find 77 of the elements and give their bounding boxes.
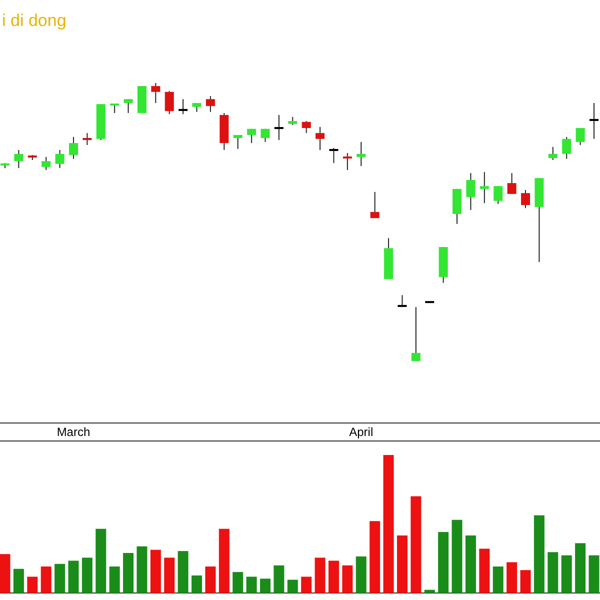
candlestick <box>164 90 174 115</box>
bar <box>136 546 148 593</box>
bar <box>205 566 216 593</box>
bar <box>314 558 326 593</box>
bar <box>218 528 230 593</box>
bar <box>178 551 188 593</box>
bar <box>438 532 449 593</box>
bar <box>548 552 558 593</box>
candlestick <box>576 128 585 146</box>
bar <box>232 572 244 593</box>
candlestick <box>302 120 311 134</box>
bar <box>301 576 312 593</box>
candlestick <box>548 146 558 161</box>
candlestick <box>82 132 92 146</box>
candlestick <box>151 82 160 104</box>
bar <box>588 555 600 593</box>
bar <box>27 576 38 593</box>
candlestick <box>342 152 352 171</box>
candlestick <box>494 186 503 204</box>
bar <box>328 560 339 593</box>
bar <box>287 580 298 593</box>
bar <box>0 554 10 593</box>
candlestick <box>411 306 420 362</box>
bar <box>109 566 120 593</box>
candlestick <box>233 134 242 150</box>
bar <box>534 515 544 593</box>
candlestick <box>466 172 476 211</box>
bar <box>54 564 66 593</box>
bar <box>465 535 476 593</box>
bar <box>246 576 257 593</box>
candlestick <box>124 98 133 114</box>
candlestick <box>68 136 78 160</box>
candlestick <box>178 98 188 115</box>
bar <box>68 560 79 593</box>
candlestick <box>590 102 598 140</box>
bar <box>274 565 284 593</box>
bar <box>506 562 518 593</box>
bar <box>561 555 572 593</box>
candlestick <box>42 156 51 171</box>
bar <box>492 566 504 593</box>
candlestick <box>14 150 24 169</box>
bar <box>192 575 202 593</box>
candlestick <box>247 128 256 144</box>
bar <box>383 455 394 593</box>
bar <box>410 496 422 593</box>
bar <box>82 558 92 593</box>
candlestick <box>480 171 489 204</box>
bar <box>164 558 175 593</box>
bar <box>260 578 271 593</box>
bar <box>452 520 462 593</box>
candlestick <box>260 128 270 142</box>
candlestick <box>274 114 284 140</box>
bar <box>424 590 435 593</box>
bar <box>150 550 161 593</box>
x-tick-label: March <box>56 425 90 439</box>
candlestick <box>316 126 325 150</box>
bar <box>356 556 366 593</box>
bar <box>575 543 586 593</box>
candlestick <box>55 150 64 169</box>
candlestick <box>206 96 215 112</box>
bar <box>479 548 490 593</box>
candlestick <box>507 172 516 194</box>
bar <box>40 566 52 593</box>
candlestick <box>370 191 380 219</box>
candlestick <box>562 136 572 160</box>
candlestick <box>521 190 530 209</box>
bar <box>396 535 408 593</box>
candlestick <box>329 148 338 164</box>
chart-title: i di dong <box>2 11 66 30</box>
x-tick-label: April <box>349 425 374 439</box>
candlestick <box>356 141 366 167</box>
bar <box>520 570 531 593</box>
bar <box>123 552 134 593</box>
bar <box>370 521 380 593</box>
bar <box>96 528 106 593</box>
bar <box>13 568 24 593</box>
bar <box>342 565 353 593</box>
